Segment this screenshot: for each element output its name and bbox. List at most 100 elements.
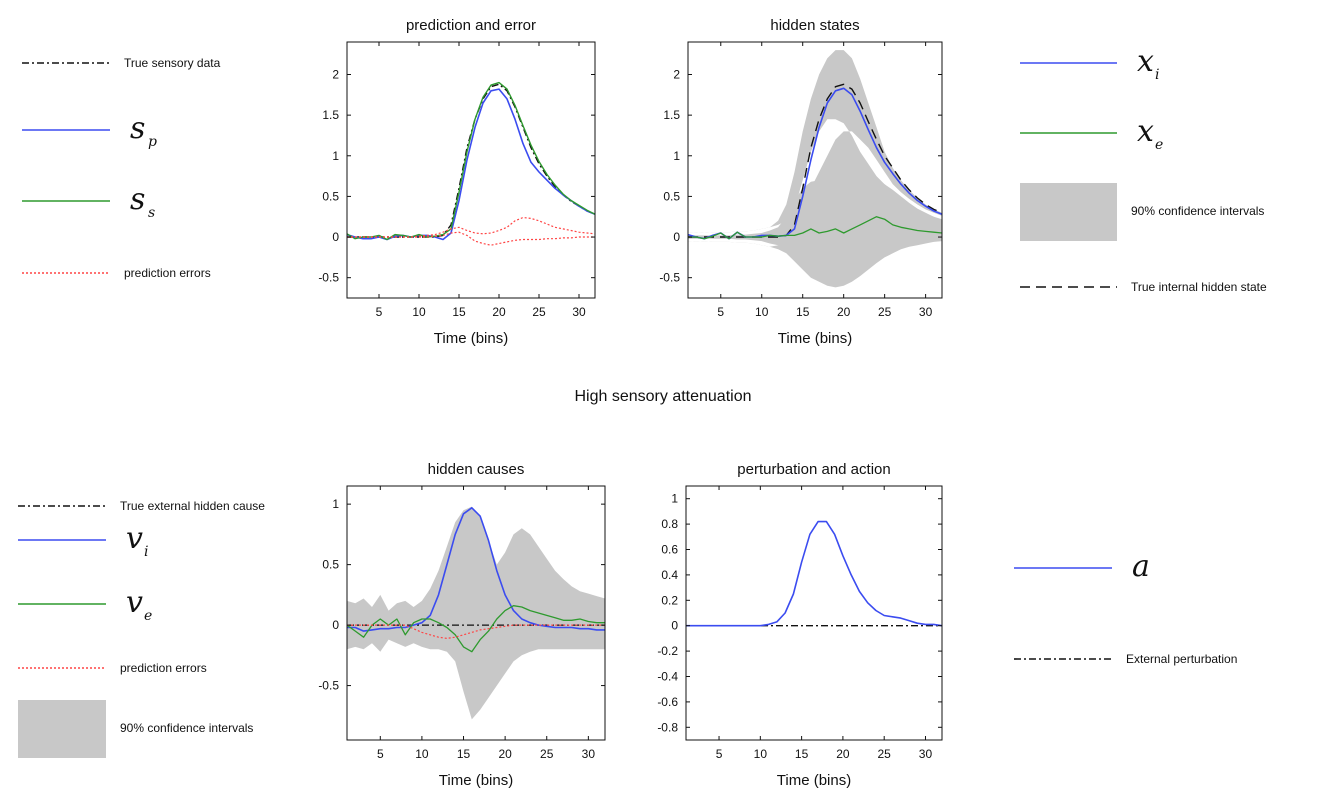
chart-title: hidden causes bbox=[428, 461, 525, 478]
y-tick-label: 1 bbox=[332, 497, 339, 511]
x-tick-label: 15 bbox=[457, 747, 471, 761]
y-tick-label: -0.5 bbox=[659, 271, 680, 285]
legend-entry: External perturbation bbox=[1014, 652, 1237, 666]
y-tick-label: 0 bbox=[671, 619, 678, 633]
legend-symbol: a bbox=[1132, 549, 1150, 584]
x-tick-label: 10 bbox=[754, 747, 768, 761]
x-axis-label: Time (bins) bbox=[777, 772, 851, 789]
y-tick-label: -0.5 bbox=[318, 271, 339, 285]
x-axis-label: Time (bins) bbox=[439, 772, 513, 789]
x-tick-label: 5 bbox=[377, 747, 384, 761]
legend-symbol-subscript: e bbox=[1155, 137, 1163, 153]
legend-label: External perturbation bbox=[1126, 652, 1237, 666]
legend-symbol: v bbox=[126, 521, 143, 556]
legend-symbol: x bbox=[1137, 114, 1154, 149]
confidence-band-1 bbox=[347, 506, 605, 720]
x-tick-label: 15 bbox=[796, 305, 810, 319]
legend-label: prediction errors bbox=[120, 661, 207, 675]
series-line-3 bbox=[346, 605, 605, 653]
legend-entry: True external hidden cause bbox=[18, 499, 265, 513]
y-tick-label: 1 bbox=[671, 492, 678, 506]
legend-entry: prediction errors bbox=[18, 661, 207, 675]
legend-label: 90% confidence intervals bbox=[1131, 204, 1264, 218]
legend-symbol: v bbox=[126, 585, 143, 620]
x-tick-label: 10 bbox=[412, 305, 426, 319]
confidence-band-3 bbox=[688, 178, 942, 246]
chart-panel-3: 5 10 15 20 25 30 -0.5 0 0.5 1 hidden causes Time (b… bbox=[318, 461, 606, 789]
legend-symbol: x bbox=[1137, 44, 1154, 79]
legend-entry: 90% confidence intervals bbox=[18, 700, 253, 758]
y-tick-label: 0.5 bbox=[663, 189, 680, 203]
x-axis-label: Time (bins) bbox=[434, 330, 508, 347]
x-tick-label: 10 bbox=[415, 747, 429, 761]
legend-symbol-subscript: p bbox=[148, 134, 157, 150]
y-tick-label: 0 bbox=[332, 618, 339, 632]
legend-entry: True internal hidden state bbox=[1020, 280, 1267, 294]
y-tick-label: 0 bbox=[332, 230, 339, 244]
legend-label: 90% confidence intervals bbox=[120, 721, 253, 735]
plot-frame bbox=[687, 41, 943, 299]
y-tick-label: 0.2 bbox=[661, 593, 678, 607]
plot-frame bbox=[346, 41, 596, 299]
series-line-3 bbox=[688, 216, 943, 240]
series-line-3 bbox=[346, 81, 596, 241]
y-tick-label: -0.5 bbox=[318, 679, 339, 693]
y-tick-label: 0.5 bbox=[322, 189, 339, 203]
x-tick-label: 25 bbox=[878, 305, 892, 319]
series-line-2 bbox=[686, 520, 943, 627]
x-tick-label: 25 bbox=[878, 747, 892, 761]
y-tick-label: 0.6 bbox=[661, 543, 678, 557]
series-line-2 bbox=[346, 88, 596, 241]
y-tick-label: -0.8 bbox=[657, 720, 678, 734]
y-tick-label: 1.5 bbox=[663, 108, 680, 122]
legend-label: True sensory data bbox=[124, 56, 221, 70]
y-tick-label: 1 bbox=[332, 149, 339, 163]
x-tick-label: 5 bbox=[716, 747, 723, 761]
x-axis-label: Time (bins) bbox=[778, 330, 852, 347]
x-tick-label: 25 bbox=[540, 747, 554, 761]
y-tick-label: -0.2 bbox=[657, 644, 678, 658]
x-tick-label: 30 bbox=[582, 747, 596, 761]
x-tick-label: 30 bbox=[572, 305, 586, 319]
x-tick-label: 5 bbox=[717, 305, 724, 319]
y-tick-label: 1 bbox=[673, 149, 680, 163]
chart-title: perturbation and action bbox=[737, 461, 890, 478]
x-tick-label: 20 bbox=[492, 305, 506, 319]
chart-panel-4: 5 10 15 20 25 30 -0.8 -0.6 -0.4 -0.2 0 0.2 0.4 0.6 0.8… bbox=[657, 461, 943, 789]
y-tick-label: 0 bbox=[673, 230, 680, 244]
legend-symbol-subscript: e bbox=[144, 608, 152, 624]
chart-panel-2: 5 10 15 20 25 30 -0.5 0 0.5 1 1.5 2 hidden states Tim… bbox=[659, 17, 943, 347]
x-tick-label: 15 bbox=[795, 747, 809, 761]
chart-title: hidden states bbox=[770, 17, 859, 34]
x-tick-label: 30 bbox=[919, 305, 933, 319]
y-tick-label: 0.5 bbox=[322, 558, 339, 572]
x-tick-label: 20 bbox=[836, 747, 850, 761]
x-tick-label: 15 bbox=[452, 305, 466, 319]
section-title: High sensory attenuation bbox=[575, 388, 752, 405]
series-line-4 bbox=[347, 624, 605, 639]
plot-frame bbox=[685, 485, 943, 741]
legend-bottom-right: a External perturbation bbox=[1014, 549, 1237, 666]
legend-label: True external hidden cause bbox=[120, 499, 265, 513]
y-tick-label: 1.5 bbox=[322, 108, 339, 122]
legend-entry: a bbox=[1014, 549, 1150, 584]
plot-frame bbox=[346, 485, 606, 741]
legend-symbol: s bbox=[130, 111, 145, 146]
y-tick-label: -0.4 bbox=[657, 670, 678, 684]
series-line-2 bbox=[347, 507, 605, 632]
legend-symbol: s bbox=[130, 182, 145, 217]
legend-symbol-subscript: s bbox=[148, 205, 155, 221]
legend-band-swatch bbox=[18, 700, 106, 758]
y-tick-label: 0.4 bbox=[661, 568, 678, 582]
series-line-1 bbox=[688, 83, 943, 238]
